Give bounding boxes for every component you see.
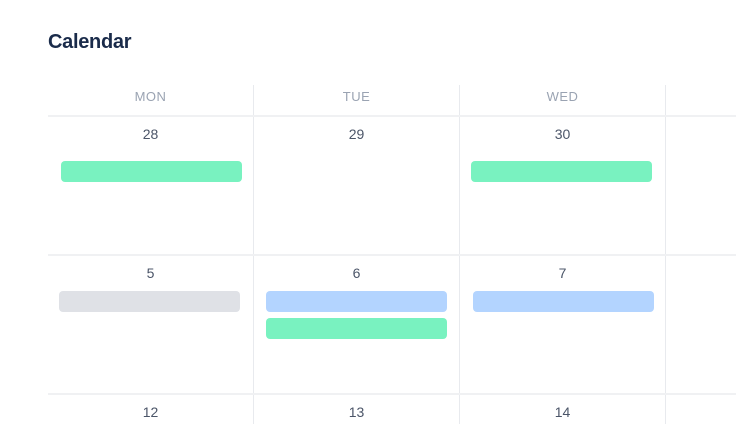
day-number[interactable]: 28 [142, 126, 159, 142]
row-divider [48, 254, 736, 256]
day-number[interactable]: 29 [348, 126, 365, 142]
weekday-header-mon: MON [134, 89, 167, 104]
day-number[interactable]: 30 [554, 126, 571, 142]
weekday-header-wed: WED [546, 89, 579, 104]
weekday-header-tue: TUE [342, 89, 371, 104]
event-bar[interactable] [266, 318, 447, 339]
event-bar[interactable] [59, 291, 240, 312]
day-number[interactable]: 13 [348, 404, 365, 420]
day-number[interactable]: 14 [554, 404, 571, 420]
event-bar[interactable] [471, 161, 652, 182]
row-divider [48, 393, 736, 395]
event-bar[interactable] [473, 291, 654, 312]
day-number[interactable]: 5 [146, 265, 155, 281]
event-bar[interactable] [266, 291, 447, 312]
day-number[interactable]: 7 [558, 265, 567, 281]
day-number[interactable]: 12 [142, 404, 159, 420]
day-number[interactable]: 6 [352, 265, 361, 281]
row-divider [48, 115, 736, 117]
event-bar[interactable] [61, 161, 242, 182]
page-title: Calendar [48, 31, 132, 53]
